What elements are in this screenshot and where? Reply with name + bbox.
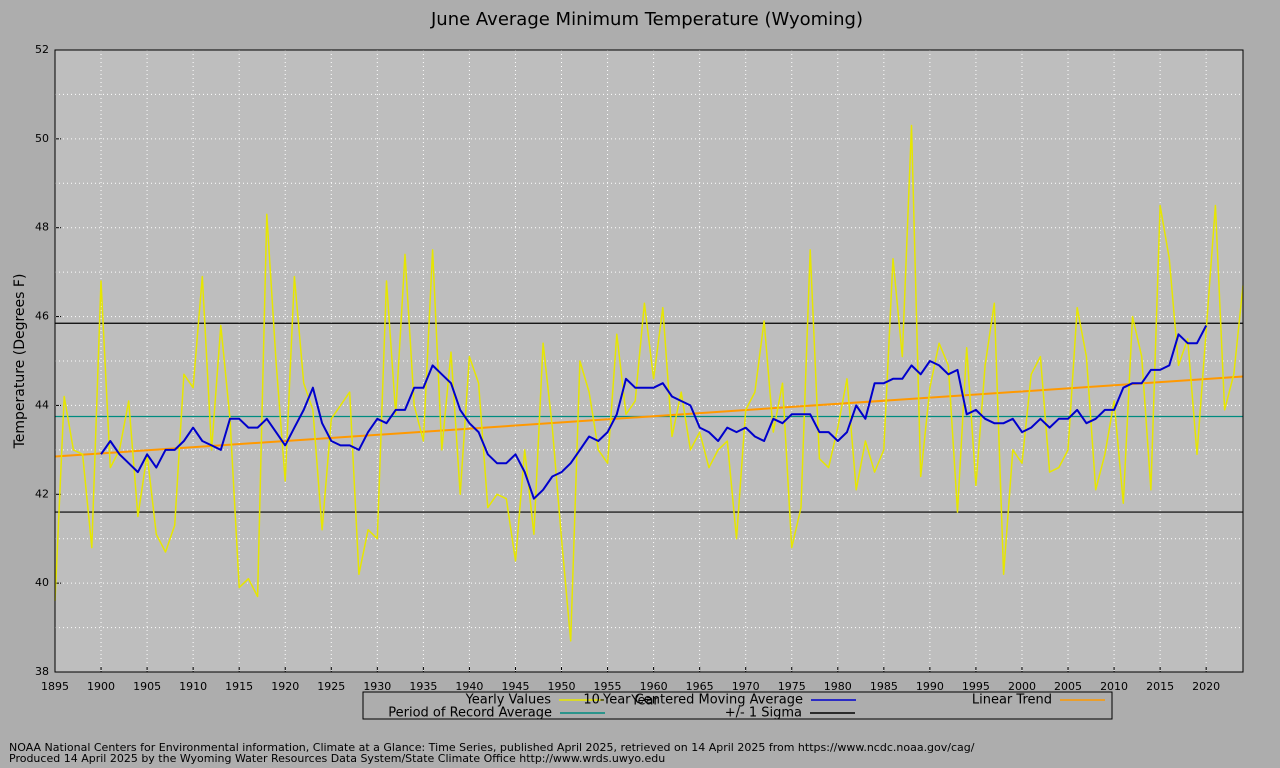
x-tick-label: 1960 [640, 680, 668, 693]
x-tick-label: 1895 [41, 680, 69, 693]
y-tick-label: 52 [35, 43, 49, 56]
x-tick-label: 1925 [317, 680, 345, 693]
x-tick-label: 2020 [1192, 680, 1220, 693]
y-tick-label: 40 [35, 576, 49, 589]
x-tick-label: 1985 [870, 680, 898, 693]
chart-title: June Average Minimum Temperature (Wyomin… [430, 9, 863, 30]
x-tick-label: 1940 [455, 680, 483, 693]
plot-border [54, 49, 1244, 673]
legend-label: 10-Year Centered Moving Average [583, 693, 803, 708]
footnote: NOAA National Centers for Environmental … [9, 741, 975, 754]
y-tick-label: 38 [35, 665, 49, 678]
plot-area [55, 50, 1243, 672]
legend-label: Period of Record Average [388, 706, 552, 721]
x-tick-label: 1970 [732, 680, 760, 693]
series-line [100, 325, 1208, 500]
x-tick-label: 1975 [778, 680, 806, 693]
legend-box [362, 691, 1113, 720]
x-tick-label: 1950 [548, 680, 576, 693]
x-tick-label: 1930 [363, 680, 391, 693]
x-tick-label: 1965 [686, 680, 714, 693]
x-tick-label: 1905 [133, 680, 161, 693]
y-tick-label: 44 [35, 398, 49, 411]
legend-label: +/- 1 Sigma [725, 706, 802, 721]
x-tick-label: 1995 [962, 680, 990, 693]
x-tick-label: 2015 [1146, 680, 1174, 693]
x-tick-label: 1955 [594, 680, 622, 693]
legend-label: Linear Trend [972, 693, 1052, 708]
x-tick-label: 2005 [1054, 680, 1082, 693]
y-tick-label: 48 [35, 221, 49, 234]
trend-line [54, 375, 1244, 458]
x-tick-label: 1990 [916, 680, 944, 693]
x-tick-label: 1980 [824, 680, 852, 693]
x-tick-label: 1915 [225, 680, 253, 693]
x-axis-title: Year [630, 694, 659, 709]
x-tick-label: 1945 [501, 680, 529, 693]
y-axis-title: Temperature (Degrees F) [12, 274, 28, 450]
y-tick-label: 42 [35, 487, 49, 500]
x-tick-label: 1920 [271, 680, 299, 693]
series-line [54, 124, 1244, 642]
footnote: Produced 14 April 2025 by the Wyoming Wa… [9, 752, 665, 765]
x-tick-label: 1900 [87, 680, 115, 693]
y-tick-label: 50 [35, 132, 49, 145]
x-tick-label: 1935 [409, 680, 437, 693]
y-tick-label: 46 [35, 310, 49, 323]
x-tick-label: 1910 [179, 680, 207, 693]
legend-label: Yearly Values [465, 693, 552, 708]
x-tick-label: 2010 [1100, 680, 1128, 693]
x-tick-label: 2000 [1008, 680, 1036, 693]
